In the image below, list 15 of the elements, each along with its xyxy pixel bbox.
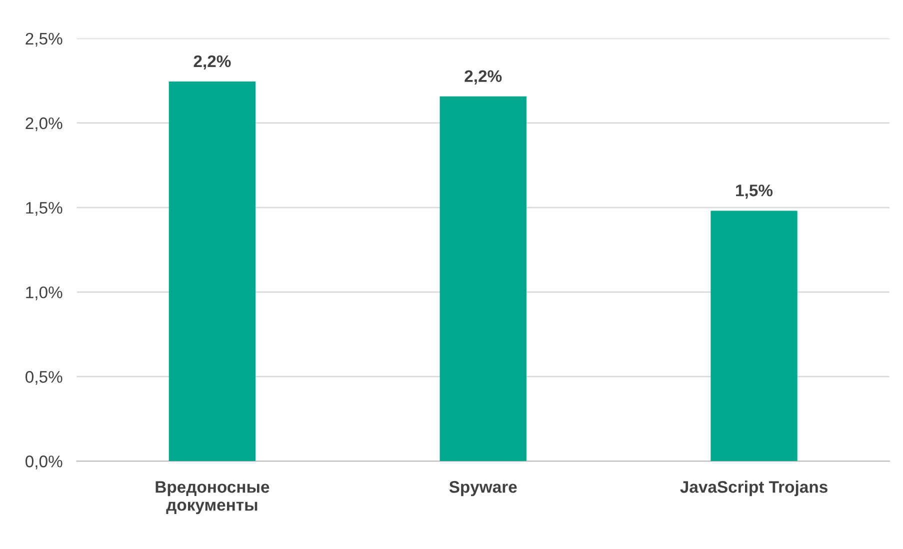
y-tick-label: 2,0% xyxy=(26,117,62,132)
y-tick-label: 0,5% xyxy=(26,371,62,385)
x-tick-label: JavaScript Trojans xyxy=(680,480,828,496)
data-label: 2,2% xyxy=(464,70,502,84)
y-tick-label: 1,5% xyxy=(26,202,62,216)
bar xyxy=(168,82,256,462)
y-tick-label: 2,5% xyxy=(26,32,62,47)
data-label: 2,2% xyxy=(194,55,231,70)
bar xyxy=(440,96,526,462)
x-tick-label: Spyware xyxy=(449,481,517,496)
data-label: 1,5% xyxy=(736,184,773,199)
x-tick-label: Вредоносные документы xyxy=(156,481,270,514)
y-tick-label: 0,0% xyxy=(26,456,62,470)
y-tick-label: 1,0% xyxy=(26,286,62,300)
bar xyxy=(710,210,798,462)
